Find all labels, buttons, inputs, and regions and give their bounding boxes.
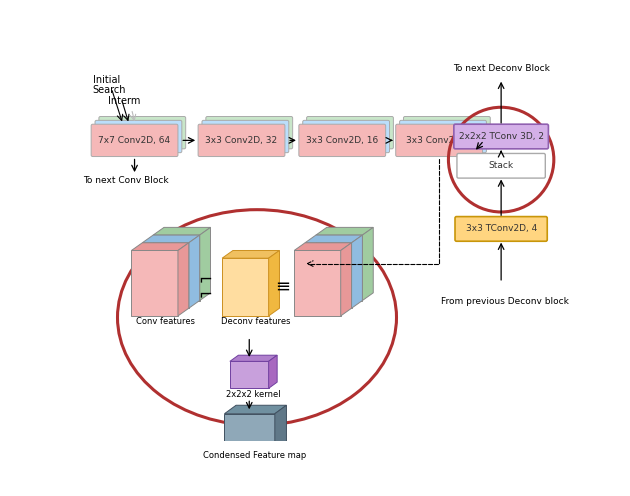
Polygon shape (341, 243, 352, 316)
Polygon shape (305, 235, 362, 243)
Text: ⌐
⌐: ⌐ ⌐ (198, 270, 212, 303)
FancyBboxPatch shape (202, 121, 289, 153)
Text: Condensed Feature map: Condensed Feature map (203, 451, 306, 460)
Polygon shape (142, 235, 200, 243)
Polygon shape (352, 235, 362, 308)
FancyBboxPatch shape (454, 124, 548, 149)
FancyBboxPatch shape (206, 117, 293, 149)
FancyBboxPatch shape (396, 124, 483, 157)
FancyBboxPatch shape (303, 121, 389, 153)
Polygon shape (230, 362, 268, 388)
Polygon shape (132, 243, 189, 250)
Text: From previous Deconv block: From previous Deconv block (441, 297, 569, 306)
Polygon shape (222, 250, 280, 258)
Polygon shape (294, 250, 341, 316)
Polygon shape (316, 235, 362, 301)
Text: Search: Search (93, 85, 126, 95)
Text: 2x2x2 kernel: 2x2x2 kernel (226, 390, 280, 399)
Polygon shape (294, 243, 352, 250)
Polygon shape (178, 243, 189, 316)
FancyBboxPatch shape (198, 124, 285, 157)
Polygon shape (222, 258, 268, 316)
Text: To next Conv Block: To next Conv Block (83, 176, 168, 185)
FancyBboxPatch shape (455, 217, 547, 241)
Text: 3x3 TConv2D, 4: 3x3 TConv2D, 4 (466, 224, 537, 234)
Text: 7x7 Conv2D, 64: 7x7 Conv2D, 64 (98, 136, 171, 145)
Polygon shape (316, 227, 373, 235)
Polygon shape (132, 250, 178, 316)
Polygon shape (153, 235, 200, 301)
Polygon shape (268, 355, 277, 388)
Polygon shape (230, 355, 277, 362)
Polygon shape (153, 227, 210, 235)
FancyBboxPatch shape (99, 117, 186, 149)
Polygon shape (224, 414, 275, 452)
Polygon shape (268, 250, 280, 316)
Text: Conv features: Conv features (136, 317, 195, 326)
Text: 3x3 Conv2D, 16: 3x3 Conv2D, 16 (306, 136, 379, 145)
Text: Stack: Stack (488, 161, 513, 170)
Text: Deconv features: Deconv features (222, 317, 291, 326)
Polygon shape (200, 227, 210, 301)
Polygon shape (362, 227, 373, 301)
FancyBboxPatch shape (95, 121, 182, 153)
Text: To next Deconv Block: To next Deconv Block (453, 64, 549, 73)
FancyBboxPatch shape (307, 117, 393, 149)
FancyBboxPatch shape (457, 153, 546, 178)
Polygon shape (275, 405, 287, 452)
FancyBboxPatch shape (399, 121, 486, 153)
Polygon shape (224, 405, 287, 414)
Polygon shape (142, 243, 189, 308)
FancyBboxPatch shape (91, 124, 178, 157)
Text: Initial: Initial (93, 74, 120, 85)
FancyBboxPatch shape (299, 124, 386, 157)
Text: 2x2x2 TConv 3D, 2: 2x2x2 TConv 3D, 2 (459, 132, 544, 141)
Polygon shape (305, 243, 352, 308)
Polygon shape (189, 235, 200, 308)
Text: ≡: ≡ (275, 278, 290, 296)
FancyBboxPatch shape (403, 117, 490, 149)
Text: 3x3 Conv2D, 32: 3x3 Conv2D, 32 (205, 136, 278, 145)
Text: Interm: Interm (108, 96, 140, 106)
Text: 3x3 Conv2D, 4: 3x3 Conv2D, 4 (406, 136, 472, 145)
